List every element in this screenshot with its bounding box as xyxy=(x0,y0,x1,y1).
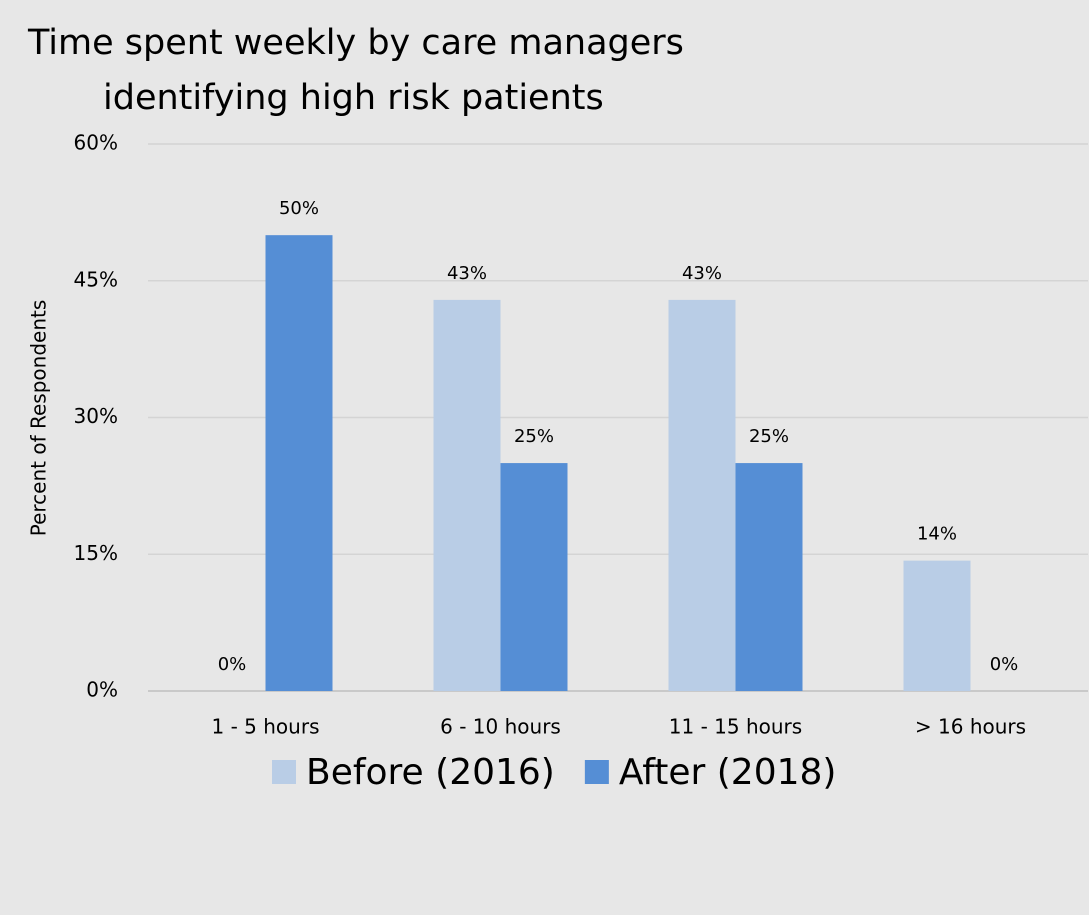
value-label: 25% xyxy=(514,426,554,447)
value-label: 0% xyxy=(990,654,1019,675)
value-label: 43% xyxy=(682,263,722,284)
legend-swatch xyxy=(272,760,296,784)
legend-swatch xyxy=(584,760,609,784)
bar xyxy=(735,463,803,691)
y-tick-label: 45% xyxy=(74,267,118,291)
y-tick-label: 30% xyxy=(74,404,118,428)
chart-title: Time spent weekly by care managers xyxy=(27,23,684,63)
bar xyxy=(668,299,736,691)
x-tick-label: 6 - 10 hours xyxy=(440,715,561,739)
bar xyxy=(433,299,501,691)
x-tick-label: > 16 hours xyxy=(915,715,1026,739)
value-label: 0% xyxy=(218,654,247,675)
x-tick-label: 11 - 15 hours xyxy=(669,715,802,739)
value-label: 14% xyxy=(917,524,957,545)
value-label: 50% xyxy=(279,198,319,219)
bar xyxy=(903,560,971,691)
y-tick-label: 15% xyxy=(74,541,118,565)
y-axis-label: Percent of Respondents xyxy=(27,300,51,537)
value-label: 43% xyxy=(447,263,487,284)
legend-label: Before (2016) xyxy=(306,752,555,793)
chart-title: identifying high risk patients xyxy=(103,78,604,118)
y-tick-label: 0% xyxy=(86,678,118,702)
bar xyxy=(500,463,568,691)
value-label: 25% xyxy=(749,426,789,447)
legend-label: After (2018) xyxy=(619,752,837,793)
bar xyxy=(265,235,333,691)
x-tick-label: 1 - 5 hours xyxy=(212,715,320,739)
y-tick-label: 60% xyxy=(74,131,118,155)
